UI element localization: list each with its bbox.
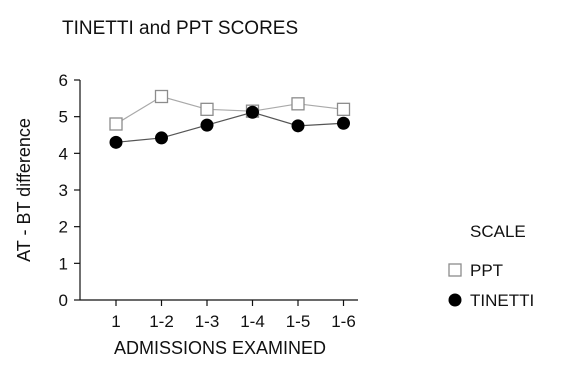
markers-layer <box>109 89 351 149</box>
ticks-layer: 0 1 2 3 4 5 6 1 1-2 1-3 1-4 1-5 1-6 <box>59 71 356 331</box>
lines-layer <box>115 95 344 143</box>
x-tick-label: 1 <box>111 312 120 331</box>
legend-label-ppt: PPT <box>470 261 503 280</box>
y-tick-label: 5 <box>59 108 68 127</box>
point-ppt <box>336 102 351 116</box>
point-tinetti <box>200 118 214 132</box>
x-axis-label: ADMISSIONS EXAMINED <box>114 338 326 358</box>
x-tick-label: 1-3 <box>195 312 220 331</box>
point-tinetti <box>291 119 305 133</box>
x-tick-label: 1-5 <box>286 312 311 331</box>
point-tinetti <box>337 116 350 130</box>
y-tick-label: 6 <box>59 71 68 90</box>
point-ppt <box>291 97 305 111</box>
point-ppt <box>109 117 123 131</box>
series-line-ppt <box>115 95 344 125</box>
legend-title: SCALE <box>470 222 526 241</box>
legend-marker-ppt <box>448 263 462 277</box>
y-axis-label: AT - BT difference <box>14 118 34 262</box>
y-tick-label: 0 <box>59 291 68 310</box>
y-tick-label: 1 <box>59 254 68 273</box>
y-tick-label: 3 <box>59 181 68 200</box>
y-tick-label: 4 <box>59 144 68 163</box>
point-tinetti <box>109 135 123 149</box>
series-line-tinetti <box>115 111 344 143</box>
legend: SCALE PPT TINETTI <box>448 222 534 310</box>
point-ppt <box>200 102 214 116</box>
y-tick-label: 2 <box>59 218 68 237</box>
point-ppt <box>154 89 169 104</box>
legend-label-tinetti: TINETTI <box>470 291 534 310</box>
x-tick-label: 1-2 <box>149 312 174 331</box>
point-tinetti <box>155 131 168 145</box>
point-tinetti <box>246 105 259 119</box>
legend-marker-tinetti <box>448 293 462 307</box>
x-tick-label: 1-6 <box>331 312 356 331</box>
chart-title: TINETTI and PPT SCORES <box>62 18 298 39</box>
x-tick-label: 1-4 <box>240 312 265 331</box>
